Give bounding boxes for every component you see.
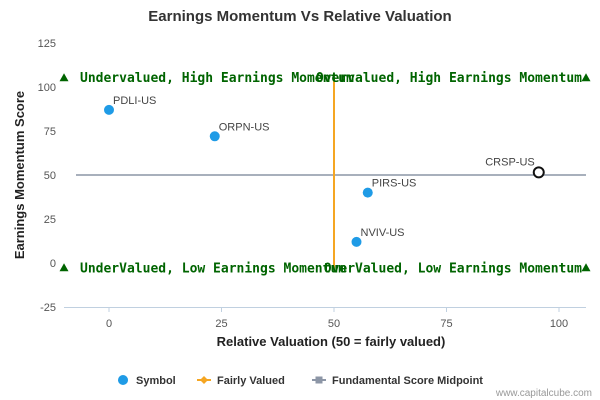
plot-area: -25 0 25 50 75 100 125 0 25 50 75 100 Undervalued, H… (38, 38, 591, 330)
legend[interactable]: Symbol Fairly Valued Fundamental Score Mid… (118, 375, 483, 387)
quadrant-label-bottom-left: UnderValued, Low Earnings Momentum (80, 261, 346, 276)
legend-square-icon (315, 376, 323, 384)
legend-label: Symbol (136, 375, 176, 387)
y-tick-label: 0 (50, 258, 56, 270)
y-axis-label: Earnings Momentum Score (12, 91, 27, 259)
x-tick-label: 100 (550, 318, 568, 330)
legend-diamond-icon (200, 376, 208, 384)
y-tick-label: 50 (44, 170, 56, 182)
legend-item-fairly-valued[interactable]: Fairly Valued (197, 375, 285, 387)
quadrant-label-top-left: Undervalued, High Earnings Momentum (80, 71, 354, 86)
point-label: NVIV-US (361, 227, 405, 239)
point-label: PDLI-US (113, 95, 156, 107)
legend-item-symbol[interactable]: Symbol (118, 375, 176, 387)
data-point-pirs-us[interactable] (362, 187, 373, 198)
x-tick-label: 0 (106, 318, 112, 330)
legend-label: Fairly Valued (217, 375, 285, 387)
x-tick-label: 75 (440, 318, 452, 330)
legend-label: Fundamental Score Midpoint (332, 375, 483, 387)
point-label: PIRS-US (372, 178, 417, 190)
x-tick-label: 25 (215, 318, 227, 330)
corner-marker (581, 73, 591, 82)
data-point-crsp-us[interactable] (532, 166, 545, 179)
x-axis-label: Relative Valuation (50 = fairly valued) (217, 334, 446, 349)
point-label: ORPN-US (219, 121, 270, 133)
quadrant-label-top-right: Overvalued, High Earnings Momentum (316, 71, 582, 86)
x-tick-label: 50 (328, 318, 340, 330)
legend-symbol-icon (118, 375, 128, 385)
y-tick-label: 75 (44, 126, 56, 138)
y-tick-label: 25 (44, 214, 56, 226)
y-tick-label: 125 (38, 38, 56, 50)
point-label: CRSP-US (485, 156, 535, 168)
quadrant-label-bottom-right: OverValued, Low Earnings Momentum (324, 261, 582, 276)
data-point-orpn-us[interactable] (209, 131, 220, 142)
corner-marker (59, 263, 69, 272)
corner-marker (581, 263, 591, 272)
credit-text: www.capitalcube.com (495, 388, 592, 399)
y-tick-label: 100 (38, 82, 56, 94)
corner-marker (59, 73, 69, 82)
y-tick-label: -25 (40, 302, 56, 314)
data-point-pdli-us[interactable] (104, 104, 114, 115)
legend-item-fundamental-score-midpoint[interactable]: Fundamental Score Midpoint (312, 375, 483, 387)
data-point-nviv-us[interactable] (351, 236, 362, 247)
chart-title: Earnings Momentum Vs Relative Valuation (148, 8, 451, 25)
